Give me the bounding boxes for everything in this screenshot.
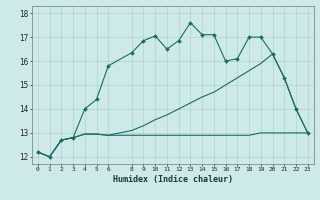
X-axis label: Humidex (Indice chaleur): Humidex (Indice chaleur) xyxy=(113,175,233,184)
